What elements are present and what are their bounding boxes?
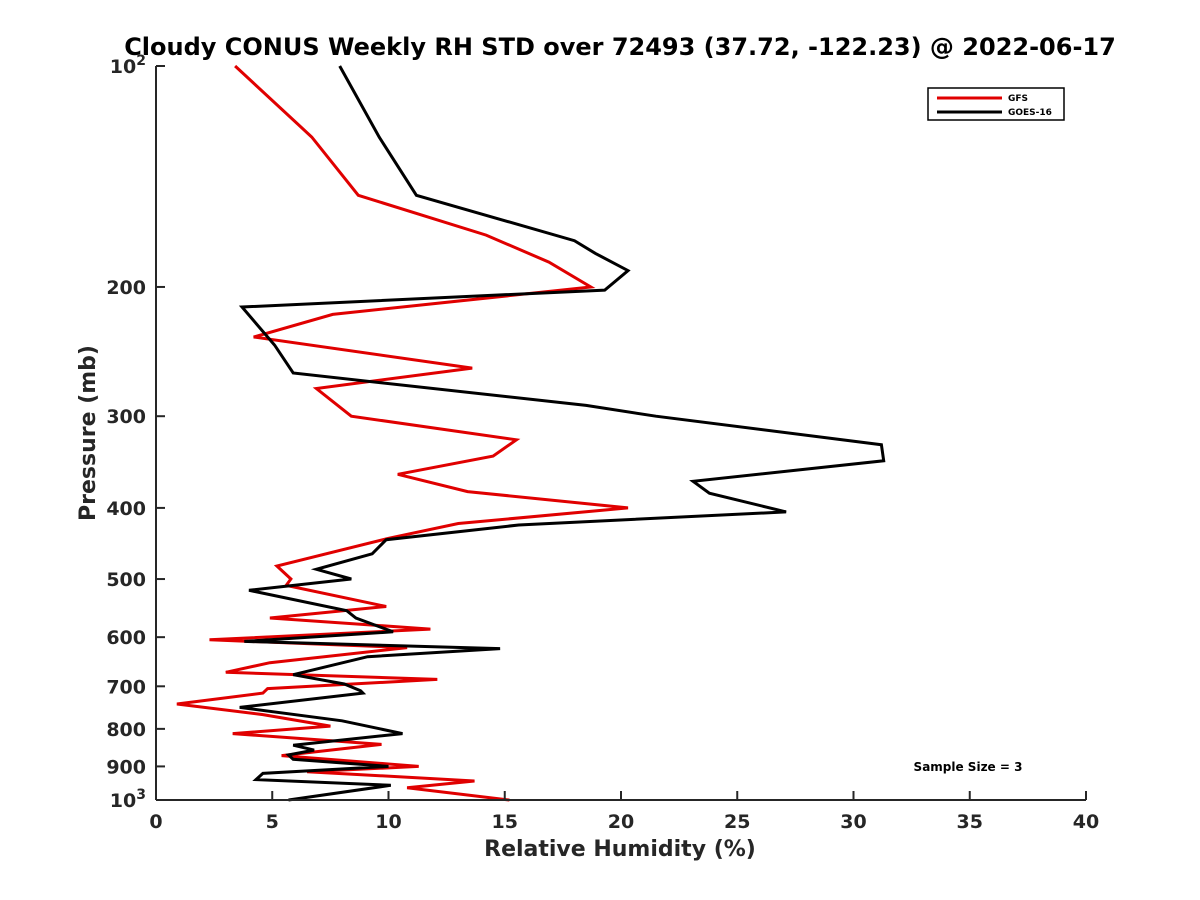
legend-label: GOES-16 bbox=[1008, 108, 1052, 118]
y-tick-label: 600 bbox=[106, 627, 146, 649]
y-tick-label: 500 bbox=[106, 569, 146, 591]
y-tick-label: 400 bbox=[106, 498, 146, 520]
legend-label: GFS bbox=[1008, 94, 1028, 104]
y-tick-label: 200 bbox=[106, 277, 146, 299]
y-tick-label: 103 bbox=[110, 787, 146, 812]
x-tick-label: 15 bbox=[492, 811, 518, 833]
x-tick-label: 25 bbox=[724, 811, 750, 833]
y-tick-label: 800 bbox=[106, 719, 146, 741]
y-axis-label: Pressure (mb) bbox=[76, 345, 101, 521]
x-tick-label: 20 bbox=[608, 811, 634, 833]
series-line-goes-16 bbox=[238, 65, 886, 802]
x-tick-label: 35 bbox=[957, 811, 983, 833]
series-layer bbox=[176, 64, 886, 802]
y-tick-label: 900 bbox=[106, 756, 146, 778]
y-tick-label: 700 bbox=[106, 676, 146, 698]
x-tick-label: 5 bbox=[266, 811, 279, 833]
axes-layer: 0 5 10 15 20 25 30 35 40 102 200 300 400 500 600 700 800… bbox=[106, 53, 1099, 833]
legend: GFS GOES-16 bbox=[927, 87, 1065, 121]
legend-box bbox=[927, 87, 1065, 121]
y-tick-label: 300 bbox=[106, 406, 146, 428]
x-tick-label: 0 bbox=[149, 811, 162, 833]
sample-size-annotation: Sample Size = 3 bbox=[914, 760, 1023, 774]
series-line-gfs bbox=[176, 64, 629, 802]
x-tick-label: 10 bbox=[375, 811, 401, 833]
y-tick-label: 102 bbox=[110, 53, 146, 78]
x-axis-label: Relative Humidity (%) bbox=[484, 837, 756, 862]
x-tick-label: 40 bbox=[1073, 811, 1099, 833]
chart-title: Cloudy CONUS Weekly RH STD over 72493 (3… bbox=[124, 33, 1116, 61]
x-tick-label: 30 bbox=[840, 811, 866, 833]
